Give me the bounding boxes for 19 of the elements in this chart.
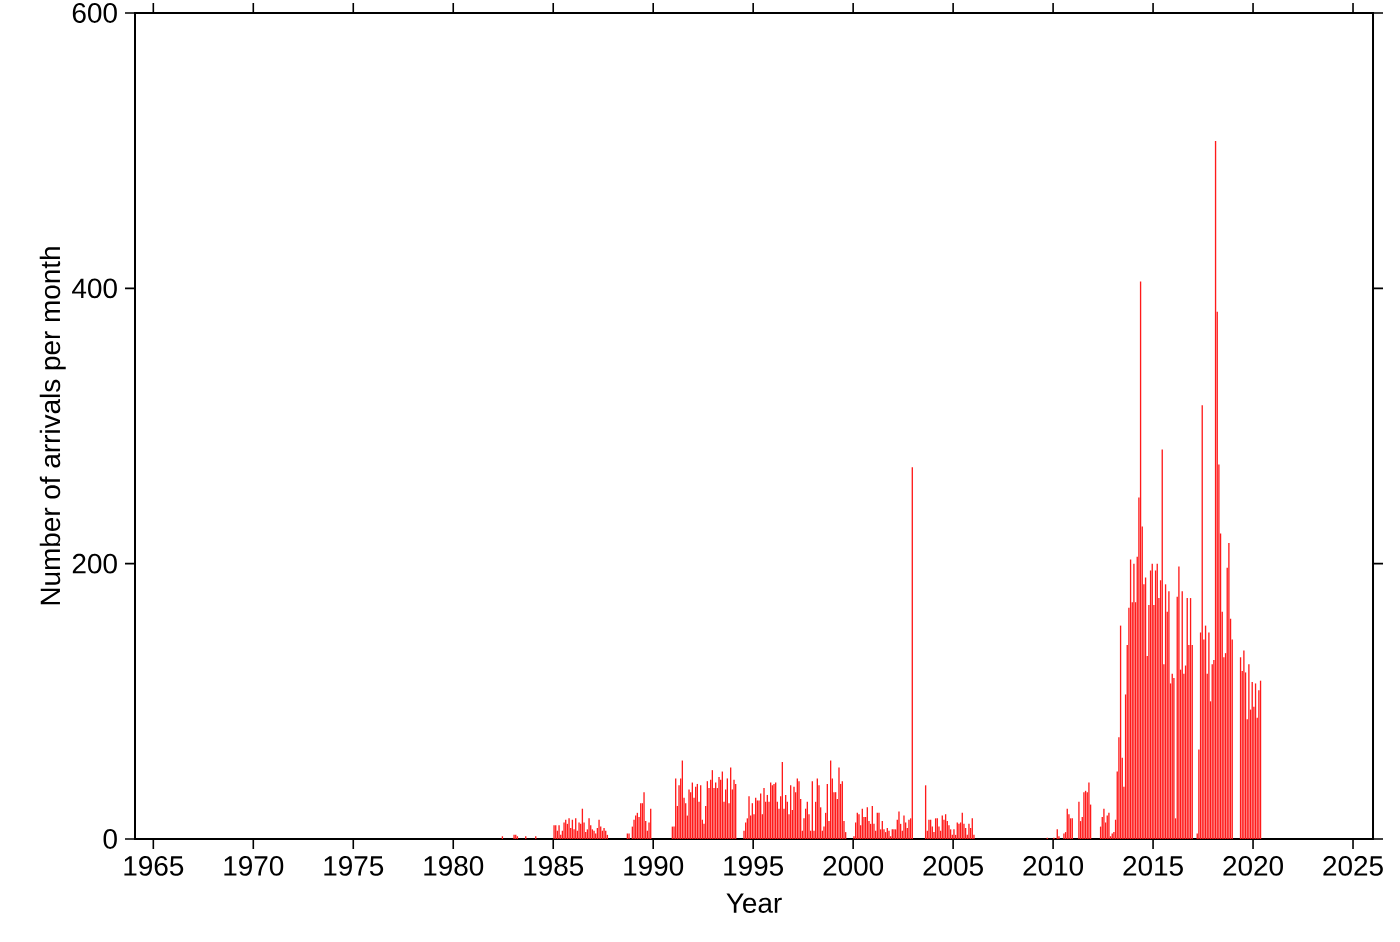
x-tick-label: 2000 <box>823 856 884 876</box>
x-tick-label: 1995 <box>724 856 784 876</box>
y-tick-label: 200 <box>72 553 117 574</box>
y-axis-title: Number of arrivals per month <box>39 247 66 605</box>
y-tick-label: 0 <box>103 829 117 849</box>
x-tick-label: 1965 <box>124 856 184 876</box>
x-tick-label: 2020 <box>1223 856 1283 876</box>
x-tick-label: 2015 <box>1123 856 1183 876</box>
x-tick-label: 1985 <box>524 856 584 876</box>
x-tick-label: 2025 <box>1323 856 1383 876</box>
x-tick-label: 1970 <box>224 856 284 876</box>
y-tick-label: 600 <box>72 3 117 23</box>
x-tick-label: 2010 <box>1023 856 1084 876</box>
x-tick-label: 1975 <box>324 856 384 876</box>
x-axis-title: Year <box>726 893 782 913</box>
x-tick-label: 1980 <box>424 856 484 876</box>
x-tick-label: 2005 <box>923 856 983 876</box>
y-tick-label: 400 <box>72 278 117 299</box>
x-tick-label: 1990 <box>624 856 684 876</box>
